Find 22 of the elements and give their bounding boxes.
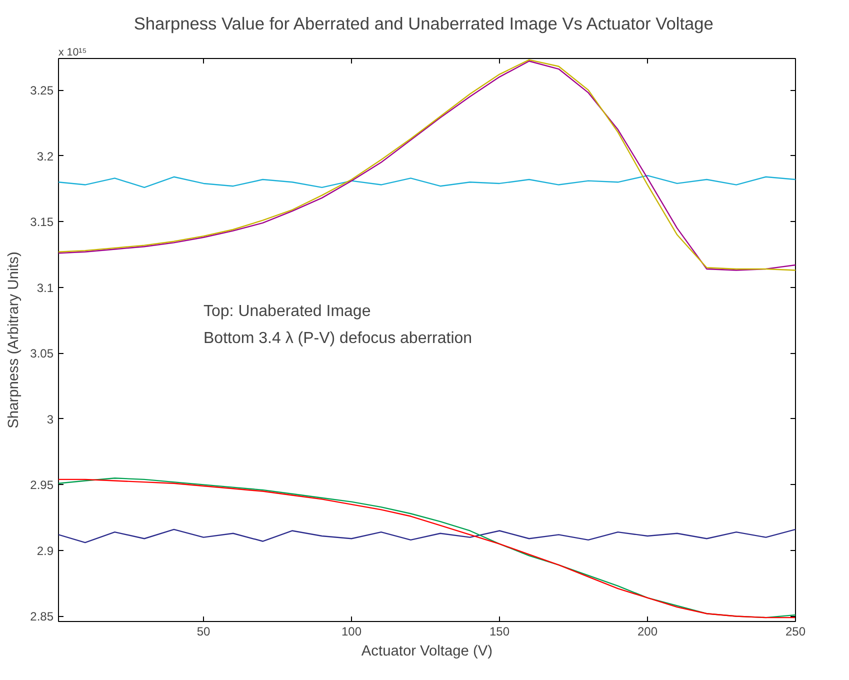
y-tick-label: 3.2 [36, 149, 54, 164]
x-tick-label: 200 [637, 624, 658, 638]
y-tick-label: 2.95 [30, 478, 54, 492]
annotation: Bottom 3.4 λ (P-V) defocus aberration [204, 330, 472, 347]
y-tick-label: 3.25 [30, 84, 54, 98]
y-tick-label: 3 [46, 412, 54, 426]
y-tick-label: 3.1 [36, 280, 54, 295]
y-tick-label: 2.9 [36, 544, 54, 558]
x-axis-title: Actuator Voltage (V) [361, 644, 493, 660]
line-series [58, 174, 796, 188]
y-tick-label: 3.15 [30, 215, 54, 230]
y-tick-label: 2.85 [30, 610, 54, 624]
annotation: Top: Unaberated Image [204, 303, 371, 320]
x-tick-label: 100 [342, 624, 362, 638]
x-tick-label: 150 [490, 624, 510, 638]
x-tick-label: 250 [785, 624, 806, 638]
x-tick-label: 50 [196, 624, 211, 638]
chart-title: Sharpness Value for Aberrated and Unaberrated Image Vs Actuator Voltage [134, 14, 714, 34]
text: x 10¹⁵ [58, 46, 87, 58]
line-series [58, 528, 796, 544]
y-axis-title: Sharpness (Arbitrary Units) [6, 252, 22, 428]
y-tick-label: 3.05 [30, 346, 54, 361]
